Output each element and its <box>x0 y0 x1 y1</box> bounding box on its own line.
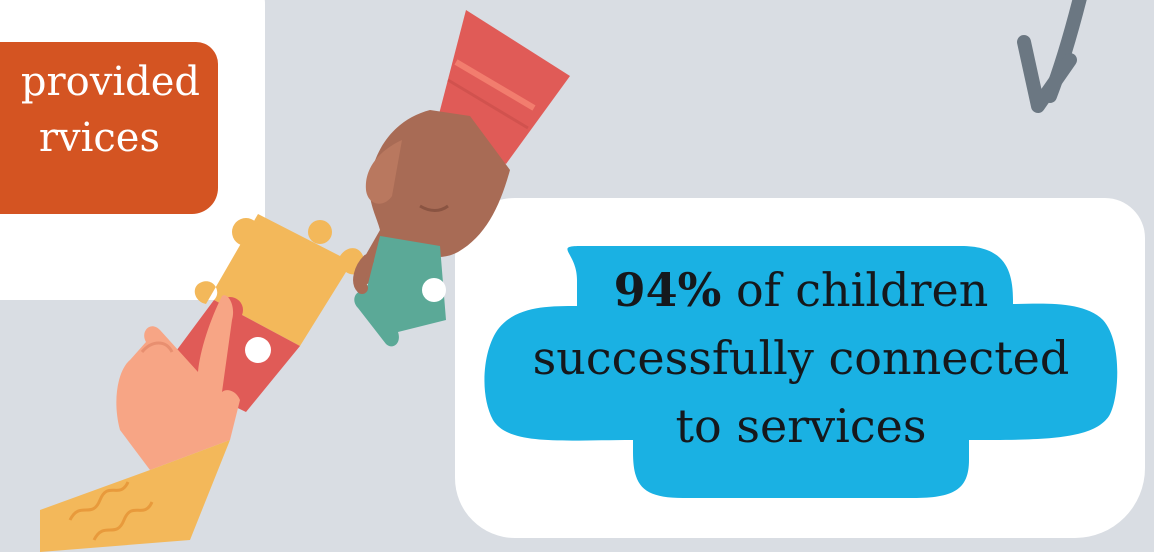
stat-line-1-rest: of children <box>721 263 989 317</box>
stat-percent: 94% <box>613 263 722 317</box>
left-callout-line-1: provided <box>20 59 200 105</box>
right-callout-line-2: successfully connected <box>532 331 1070 385</box>
right-callout: 94% of children successfully connected t… <box>483 240 1119 502</box>
arrow-down-left-icon <box>1017 0 1087 113</box>
puzzle-pieces-icon <box>162 214 446 412</box>
reaching-hand-bottom-icon <box>40 295 240 552</box>
right-callout-line-1: 94% of children <box>483 256 1119 324</box>
right-callout-text: 94% of children successfully connected t… <box>483 256 1119 460</box>
left-callout: provided rvices <box>0 42 218 214</box>
right-callout-line-3: to services <box>675 399 927 453</box>
right-callout-background <box>484 246 1118 498</box>
left-callout-line-2: rvices <box>38 115 160 161</box>
